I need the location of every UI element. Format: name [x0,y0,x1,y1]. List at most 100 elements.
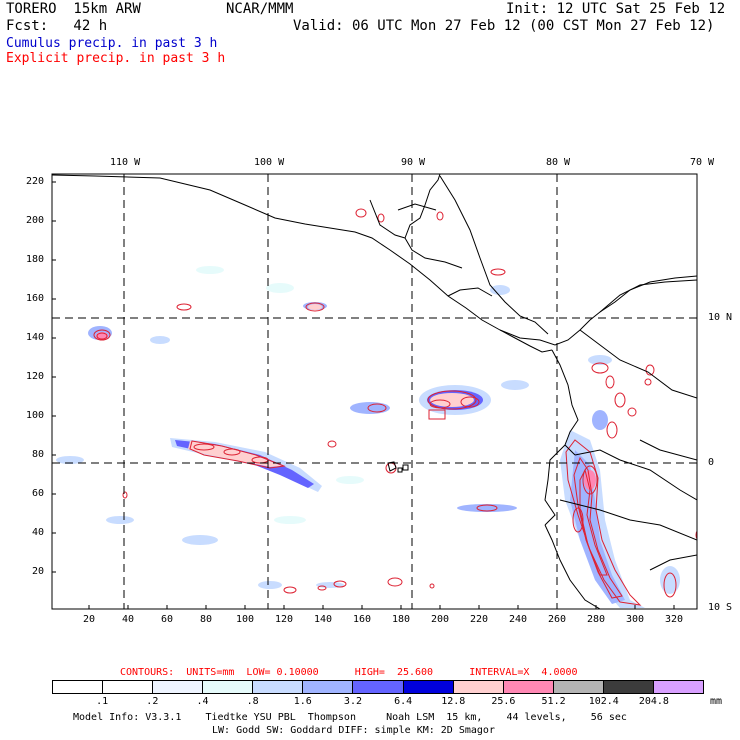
contour [377,213,385,223]
precip-cell [457,504,517,512]
color-bar-swatch [503,681,554,693]
y-label: 60 [32,488,45,499]
model-physics: LW: Godd SW: Goddard DIFF: simple KM: 2D… [212,725,495,736]
contour [582,465,598,495]
border [447,287,493,297]
precip-band-andes [570,450,625,604]
border [404,237,463,269]
y-label: 200 [26,215,45,226]
color-bar-label: .4 [196,696,209,707]
contour [476,504,498,512]
contour [93,329,111,341]
color-bar-swatch [353,681,404,693]
y-label: 140 [26,332,45,343]
contour [645,364,655,376]
y-label: 40 [32,527,45,538]
precip-cell [150,336,170,344]
cumulus-shading [56,266,680,608]
contour [427,390,477,410]
coastlines [52,174,697,609]
x-label: 120 [275,614,294,625]
contour [96,332,108,340]
contour [176,303,192,311]
color-bar-label: 25.6 [491,696,516,707]
contour-andes [579,468,608,576]
coastline-mexico [52,174,553,353]
precip-cell [660,566,680,594]
x-label: 60 [161,614,174,625]
precip-band-explicit [188,441,282,467]
contour-info: CONTOURS: UNITS=mm LOW= 0.10000 HIGH= 25… [120,667,578,678]
contour [122,491,128,499]
color-bar-label: 1.6 [293,696,312,707]
contour [223,448,241,456]
contour [317,585,327,591]
contour [591,362,609,374]
coastline-peru [544,524,601,609]
precip-cell [592,410,608,430]
x-label: 280 [587,614,606,625]
contour [387,577,403,587]
border [397,203,437,211]
y-label: 20 [32,566,45,577]
precip-cell [106,516,134,524]
precip-cell [501,380,529,390]
init-time: Init: 12 UTC Sat 25 Feb 12 [506,1,726,17]
contour [193,443,215,451]
cumulus-legend: Cumulus precip. in past 3 h [6,36,218,51]
explicit-shading [96,304,596,490]
contour [606,421,618,439]
x-label: 240 [509,614,528,625]
color-bar-swatch [153,681,204,693]
forecast-hour: Fcst: 42 h [6,18,108,34]
contour-andes [565,439,642,606]
valid-time: Valid: 06 UTC Mon 27 Feb 12 (00 CST Mon … [293,18,715,34]
contour [572,507,584,533]
color-bar-label: 6.4 [394,696,413,707]
contour [614,392,626,408]
contour [305,302,325,312]
coastline-colombia [551,349,579,456]
precip-cell [274,516,306,524]
precip-cell [196,266,224,274]
lat-label-10n: 10 N [708,312,733,323]
map-content [52,174,697,609]
contour [333,580,347,588]
color-bar-label: 12.8 [441,696,466,707]
coastline-ecuador [544,444,566,526]
precip-cell [350,402,390,414]
lon-label-70w: 70 W [690,157,715,168]
contour [627,407,637,417]
explicit-legend: Explicit precip. in past 3 h [6,51,226,66]
color-bar-label: 3.2 [343,696,362,707]
bottom-ticks [88,605,675,609]
x-label: 180 [392,614,411,625]
precip-cell [266,283,294,293]
y-label: 180 [26,254,45,265]
precip-cell [336,476,364,484]
precip-cell [258,581,282,589]
coastline-venezuela [599,279,697,313]
lat-label-10s: 10 S [708,602,733,613]
precip-cell [182,535,218,545]
contour [644,378,652,386]
contour [695,530,697,540]
coastline-galapagos [387,461,409,473]
x-label: 140 [314,614,333,625]
y-label: 220 [26,176,45,187]
contour [327,440,337,448]
color-bar-unit: mm [710,696,723,707]
precip-contours [93,208,697,606]
lon-label-90w: 90 W [401,157,426,168]
org-label: NCAR/MMM [226,1,294,17]
contour [429,399,451,409]
contour [429,583,435,589]
map-frame [51,173,698,610]
x-label: 200 [431,614,450,625]
lat-lon-grid [52,174,697,609]
color-bar-swatch [103,681,154,693]
model-title: TORERO 15km ARW [6,1,141,17]
border [639,439,697,461]
contour [367,403,387,413]
